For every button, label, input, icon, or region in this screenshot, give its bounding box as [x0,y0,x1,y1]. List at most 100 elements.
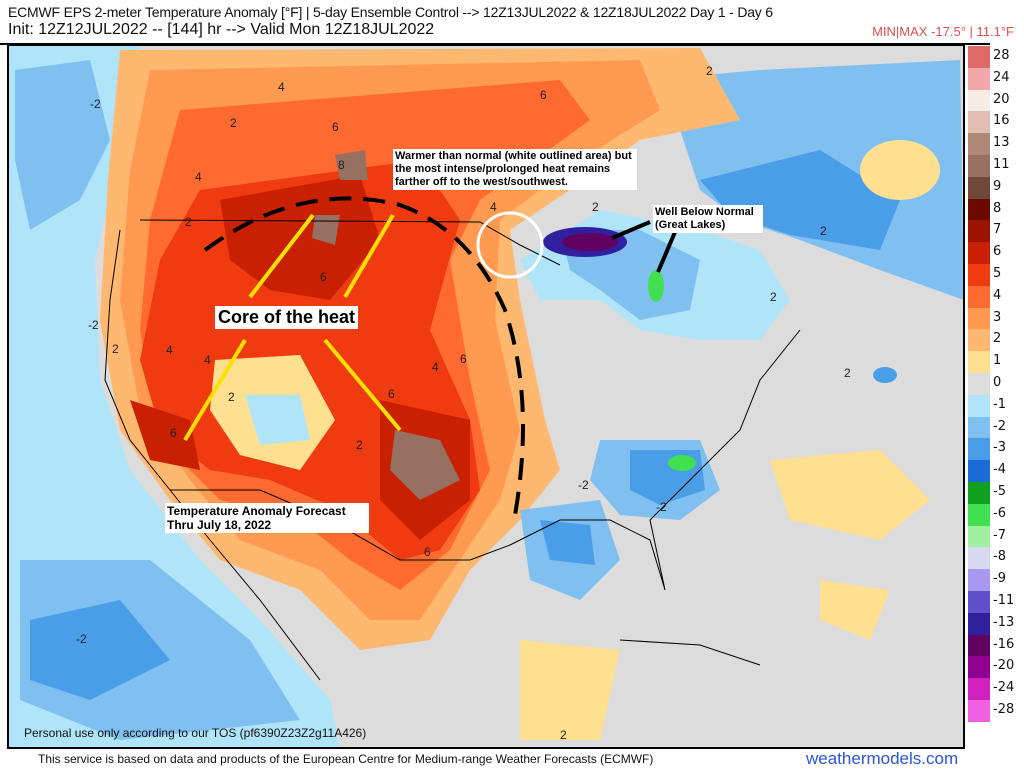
color-scale-label: -16 [993,636,1015,652]
color-scale-label: 4 [993,287,1002,303]
contour-label: 6 [460,352,467,366]
contour-label: 2 [560,728,567,742]
color-swatch [968,242,990,264]
color-scale-label: 20 [993,91,1010,107]
color-swatch [968,590,990,613]
georgia-green-patch [668,455,696,471]
contour-label: 4 [204,353,211,367]
color-swatch [968,634,990,657]
color-swatch [968,89,990,112]
contour-label: 2 [228,390,235,404]
color-scale-label: 5 [993,266,1002,281]
color-scale-label: -4 [993,462,1006,478]
color-swatch [968,263,990,286]
color-swatch [968,307,990,330]
lake-superior-core [562,233,618,251]
west-coast [104,229,321,681]
color-swatch [968,329,990,352]
contour-label: 2 [592,200,599,214]
color-scale-label: -24 [993,680,1015,696]
contour-label: 6 [388,387,395,401]
color-swatch [968,133,990,155]
color-scale-label: -28 [993,702,1015,717]
color-scale-label: 9 [993,178,1002,194]
heat-extreme-brown [312,150,460,500]
contour-label: 8 [338,158,345,172]
color-scale-label: -20 [993,658,1015,674]
atlantic-warm [520,450,930,740]
color-scale-label: 6 [993,244,1002,260]
contour-label: 6 [540,88,547,102]
heat-dome-outline [203,196,525,516]
southeast-cool-core [540,450,705,565]
brand-link[interactable]: weathermodels.com [806,749,959,768]
color-swatch [968,394,990,417]
color-swatch [968,503,990,526]
contour-label: 4 [432,360,439,374]
gulf-coast [469,329,801,591]
color-scale-label: 8 [993,200,1002,216]
color-scale-label: 1 [993,353,1002,369]
color-swatch [968,220,990,243]
core-of-heat-label: Core of the heat [215,306,359,330]
color-swatch [968,460,990,482]
color-swatch [968,416,990,439]
tos-notice: Personal use only according to our TOS (… [24,726,367,740]
color-swatch [968,612,990,635]
warmer-than-normal-note: Warmer than normal (white outlined area)… [393,149,637,190]
contour-label: -2 [578,478,589,492]
white-outlined-area [476,211,544,279]
great-lakes-note: Well Below Normal (Great Lakes) [653,205,763,233]
map-title: ECMWF EPS 2-meter Temperature Anomaly [°… [8,4,773,20]
color-scale-label: -1 [993,396,1006,412]
color-scale-label: 3 [993,309,1002,325]
color-swatch [968,678,990,700]
color-swatch [968,176,990,199]
contour-label: 2 [112,342,119,356]
color-scale-label: 28 [993,48,1010,63]
color-scale-label: 2 [993,331,1002,347]
color-scale-label: -6 [993,505,1006,521]
color-swatch [968,154,990,177]
init-valid-line: Init: 12Z12JUL2022 -- [144] hr --> Valid… [8,21,435,38]
contour-label: 6 [332,120,339,134]
contour-label: 2 [356,438,363,452]
ecmwf-attribution: This service is based on data and produc… [38,752,654,766]
contour-label: 6 [424,545,431,559]
color-scale-label: -2 [993,418,1006,434]
contour-label: 2 [820,224,827,238]
contour-label: 2 [844,366,851,380]
color-scale-label: 11 [993,157,1010,172]
contour-label: 2 [770,290,777,304]
core-pointer-lines [183,213,402,442]
color-scale-label: 24 [993,69,1010,85]
color-scale-label: -8 [993,549,1006,565]
color-swatch [968,198,990,221]
contour-label: 4 [195,170,202,184]
color-scale-label: 13 [993,135,1010,151]
contour-label: 6 [320,270,327,284]
forecast-period-note: Temperature Anomaly Forecast Thru July 1… [165,503,369,534]
lake-michigan-green [648,270,664,302]
contour-label: 2 [230,116,237,130]
color-scale-bar [968,46,990,722]
heat-core-dark-red [130,175,470,540]
color-scale-label: -11 [993,593,1015,608]
canada-cool-core [700,150,900,250]
cuba-outline [619,639,761,666]
color-swatch [968,351,990,373]
color-swatch [968,372,990,395]
contour-label: -2 [76,632,87,646]
contour-label: 2 [706,64,713,78]
contour-label: 4 [166,343,173,357]
color-scale-label: -3 [993,440,1006,456]
labrador-warm [860,140,940,200]
contour-label: 2 [185,215,192,229]
color-scale-label: -7 [993,527,1006,543]
color-swatch [968,481,990,504]
contour-label: 4 [490,200,497,214]
color-swatch [968,67,990,90]
color-swatch [968,656,990,679]
color-scale-label: 0 [993,375,1002,390]
color-scale-label: 16 [993,113,1010,129]
